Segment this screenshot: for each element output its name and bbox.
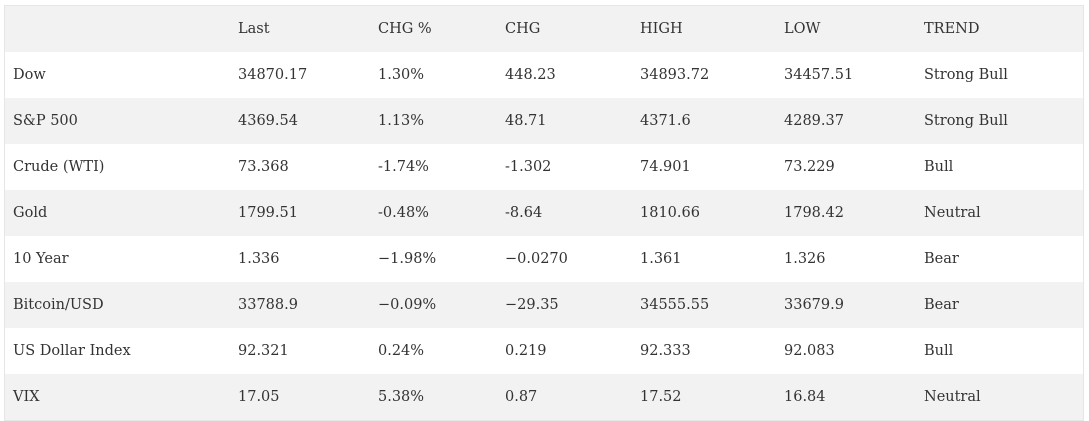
cell-low: 33679.9	[784, 297, 844, 313]
cell-chg: -1.302	[505, 159, 552, 175]
cell-trend: Strong Bull	[924, 67, 1008, 83]
cell-low: 4289.37	[784, 113, 844, 129]
cell-last: 34870.17	[238, 67, 308, 83]
cell-instrument: US Dollar Index	[13, 343, 131, 359]
header-trend: TREND	[924, 21, 980, 37]
cell-chg: −29.35	[505, 297, 559, 313]
cell-low: 92.083	[784, 343, 835, 359]
cell-instrument: S&P 500	[13, 113, 78, 129]
cell-chg: 0.87	[505, 389, 538, 405]
cell-chg-percent: 1.13%	[378, 113, 425, 129]
cell-chg-percent: −1.98%	[378, 251, 437, 267]
table-row: Bitcoin/USD 33788.9 −0.09% −29.35 34555.…	[5, 282, 1083, 328]
cell-chg-percent: 1.30%	[378, 67, 425, 83]
cell-low: 16.84	[784, 389, 826, 405]
header-last: Last	[238, 21, 270, 37]
cell-instrument: 10 Year	[13, 251, 69, 267]
cell-trend: Neutral	[924, 205, 981, 221]
header-low: LOW	[784, 21, 821, 37]
cell-high: 34555.55	[640, 297, 710, 313]
cell-low: 73.229	[784, 159, 835, 175]
cell-low: 1.326	[784, 251, 826, 267]
cell-last: 33788.9	[238, 297, 298, 313]
cell-chg: 0.219	[505, 343, 547, 359]
cell-chg: −0.0270	[505, 251, 568, 267]
cell-trend: Bear	[924, 251, 959, 267]
header-high: HIGH	[640, 21, 683, 37]
table-row: Crude (WTI) 73.368 -1.74% -1.302 74.901 …	[5, 144, 1083, 190]
table-header-row: Last CHG % CHG HIGH LOW TREND	[5, 6, 1083, 52]
table-row: VIX 17.05 5.38% 0.87 17.52 16.84 Neutral	[5, 374, 1083, 420]
cell-chg: 448.23	[505, 67, 556, 83]
table-row: S&P 500 4369.54 1.13% 48.71 4371.6 4289.…	[5, 98, 1083, 144]
cell-low: 34457.51	[784, 67, 854, 83]
header-chg: CHG	[505, 21, 541, 37]
cell-high: 1.361	[640, 251, 682, 267]
cell-high: 1810.66	[640, 205, 700, 221]
cell-last: 92.321	[238, 343, 289, 359]
cell-trend: Strong Bull	[924, 113, 1008, 129]
market-summary-table: Last CHG % CHG HIGH LOW TREND Dow 34870.…	[5, 6, 1083, 420]
cell-high: 92.333	[640, 343, 691, 359]
table-row: Gold 1799.51 -0.48% -8.64 1810.66 1798.4…	[5, 190, 1083, 236]
cell-low: 1798.42	[784, 205, 844, 221]
cell-high: 34893.72	[640, 67, 710, 83]
cell-high: 4371.6	[640, 113, 691, 129]
cell-last: 17.05	[238, 389, 280, 405]
cell-trend: Bear	[924, 297, 959, 313]
cell-instrument: VIX	[13, 389, 40, 405]
cell-instrument: Bitcoin/USD	[13, 297, 104, 313]
table-row: Dow 34870.17 1.30% 448.23 34893.72 34457…	[5, 52, 1083, 98]
cell-chg-percent: 0.24%	[378, 343, 425, 359]
cell-trend: Bull	[924, 343, 954, 359]
cell-chg: 48.71	[505, 113, 547, 129]
cell-chg-percent: -1.74%	[378, 159, 429, 175]
table-row: US Dollar Index 92.321 0.24% 0.219 92.33…	[5, 328, 1083, 374]
cell-chg-percent: 5.38%	[378, 389, 425, 405]
cell-instrument: Gold	[13, 205, 48, 221]
cell-chg-percent: −0.09%	[378, 297, 437, 313]
cell-last: 1799.51	[238, 205, 298, 221]
cell-instrument: Dow	[13, 67, 46, 83]
cell-last: 4369.54	[238, 113, 298, 129]
cell-high: 74.901	[640, 159, 691, 175]
cell-trend: Neutral	[924, 389, 981, 405]
header-chg-percent: CHG %	[378, 21, 432, 37]
market-table-container: Last CHG % CHG HIGH LOW TREND Dow 34870.…	[4, 5, 1084, 421]
cell-last: 73.368	[238, 159, 289, 175]
cell-chg-percent: -0.48%	[378, 205, 429, 221]
cell-last: 1.336	[238, 251, 280, 267]
cell-chg: -8.64	[505, 205, 543, 221]
header-instrument	[5, 6, 230, 52]
table-row: 10 Year 1.336 −1.98% −0.0270 1.361 1.326…	[5, 236, 1083, 282]
cell-instrument: Crude (WTI)	[13, 159, 105, 175]
cell-high: 17.52	[640, 389, 682, 405]
cell-trend: Bull	[924, 159, 954, 175]
